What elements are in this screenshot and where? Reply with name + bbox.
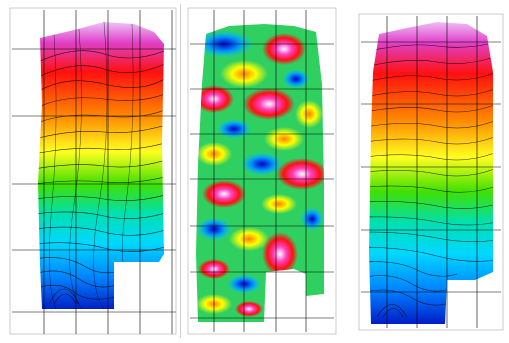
residual-map-middle-svg	[187, 7, 337, 335]
contour-fill-right	[369, 22, 493, 324]
grid-left	[12, 10, 176, 334]
grid-middle	[190, 10, 334, 332]
contour-map-right	[357, 12, 505, 332]
contour-map-right-svg	[358, 13, 504, 331]
residual-map-middle	[184, 4, 342, 338]
grid-right	[361, 16, 501, 328]
contour-map-left-svg	[9, 7, 177, 335]
residual-fill-middle	[196, 24, 324, 322]
contour-map-left	[4, 4, 181, 338]
contour-fill-left	[38, 22, 164, 309]
